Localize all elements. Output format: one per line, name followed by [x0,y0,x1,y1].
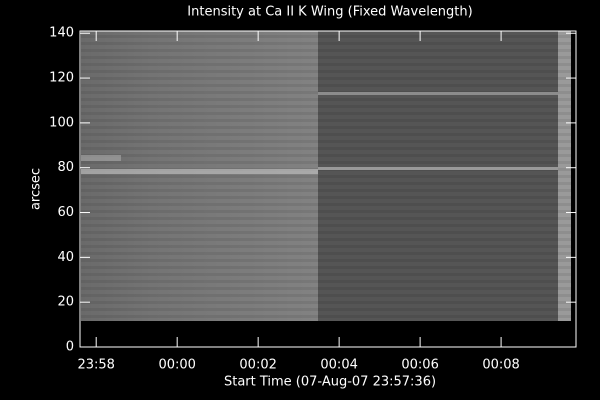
plot-frame [79,30,577,348]
y-tick-label: 80 [57,160,74,175]
intensity-image [81,31,571,347]
x-axis-label: Start Time (07-Aug-07 23:57:36) [224,375,436,390]
y-tick-label: 100 [49,115,74,130]
y-tick-label: 40 [57,250,74,265]
x-tick-label: 00:00 [158,358,195,373]
chart-title: Intensity at Ca II K Wing (Fixed Wavelen… [187,5,472,20]
x-tick-label: 00:06 [401,358,438,373]
y-tick-label: 0 [66,340,74,355]
x-tick-label: 00:08 [482,358,519,373]
y-tick-label: 20 [57,295,74,310]
y-tick-label: 140 [49,26,74,41]
x-tick-label: 00:04 [320,358,357,373]
y-tick-label: 60 [57,205,74,220]
x-tick-label: 23:58 [77,358,114,373]
y-axis-label: arcsec [29,168,44,210]
y-tick-label: 120 [49,71,74,86]
x-tick-label: 00:02 [239,358,276,373]
